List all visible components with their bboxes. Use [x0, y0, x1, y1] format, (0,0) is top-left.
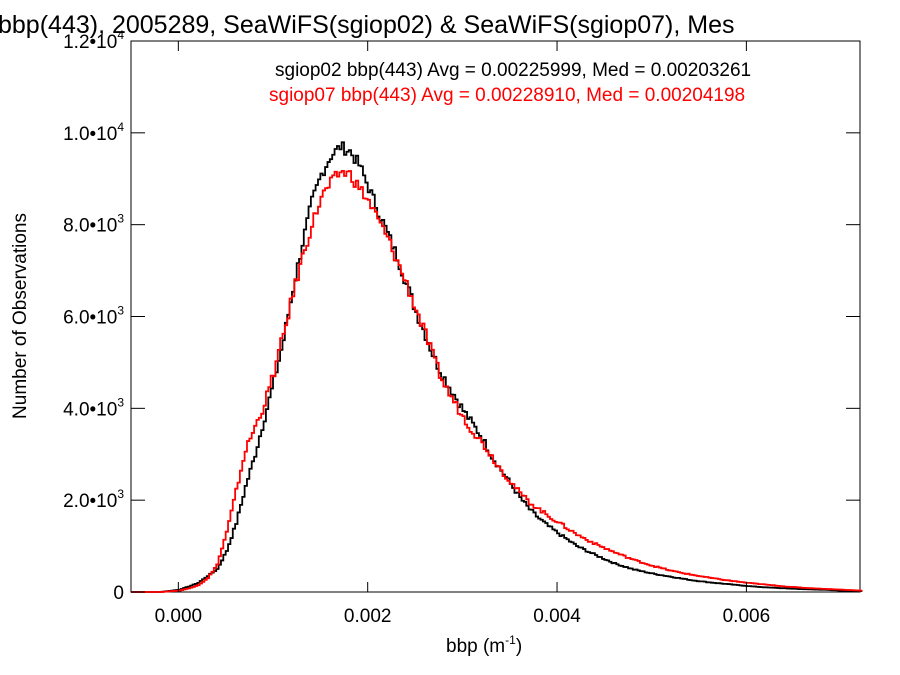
y-tick-label-mantissa: 2.0•10: [63, 491, 117, 512]
y-tick-label: 8.0•103: [63, 212, 124, 237]
series-group: [131, 141, 863, 593]
y-tick-label-exponent: 4: [117, 120, 124, 134]
y-tick-label-exponent: 3: [117, 212, 124, 226]
y-axis-label: Number of Observations: [10, 213, 31, 419]
y-tick-label-mantissa: 4.0•10: [63, 399, 117, 420]
y-tick-label-exponent: 3: [117, 487, 124, 501]
y-tick-label-mantissa: 8.0•10: [63, 216, 117, 237]
series-line-sgiop07: [131, 170, 863, 593]
y-tick-label-mantissa: 0: [113, 583, 124, 604]
x-tick-label: 0.000: [155, 606, 203, 627]
y-tick-label: 1.2•104: [63, 28, 124, 53]
y-tick-label: 4.0•103: [63, 395, 124, 420]
chart-title: bbp(443), 2005289, SeaWiFS(sgiop02) & Se…: [0, 11, 734, 39]
y-tick-label-mantissa: 1.2•10: [63, 32, 117, 53]
annotation-sgiop07: sgiop07 bbp(443) Avg = 0.00228910, Med =…: [269, 85, 745, 106]
ticks-group: 0.000 0.002 0.004 0.00602.0•1034.0•1036.0•1…: [63, 28, 860, 627]
y-tick-label: 2.0•103: [63, 487, 124, 512]
y-tick-label-exponent: 3: [117, 304, 124, 318]
y-tick-label: 1.0•104: [63, 120, 124, 145]
x-axis-label-close: ): [516, 636, 522, 657]
y-tick-label-mantissa: 6.0•10: [63, 308, 117, 329]
y-tick-label-exponent: 3: [117, 395, 124, 409]
series-line-sgiop02: [131, 141, 863, 593]
y-tick-label-mantissa: 1.0•10: [63, 124, 117, 145]
x-tick-label: 0.002: [344, 606, 392, 627]
y-tick-label-exponent: 4: [117, 28, 124, 42]
annotation-sgiop02: sgiop02 bbp(443) Avg = 0.00225999, Med =…: [275, 60, 751, 81]
x-axis-label-main: bbp (m: [446, 636, 505, 657]
y-tick-label: 0: [113, 583, 124, 604]
x-axis-label: bbp (m-1): [446, 633, 522, 657]
x-tick-label: 0.006: [723, 606, 771, 627]
x-axis-label-sup: -1: [505, 633, 516, 647]
x-tick-label: 0.004: [533, 606, 581, 627]
y-tick-label: 6.0•103: [63, 304, 124, 329]
